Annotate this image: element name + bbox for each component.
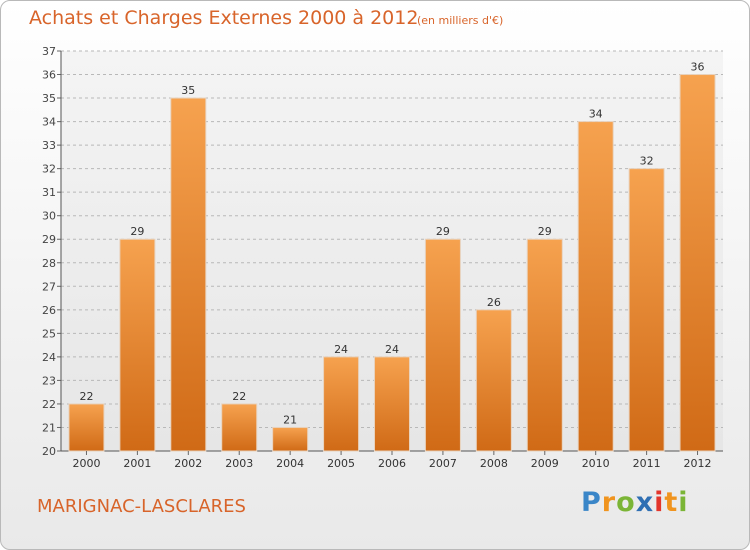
x-tick-label: 2007 <box>429 457 457 470</box>
bar <box>323 356 360 452</box>
brand-letter: i <box>678 487 689 518</box>
bar-value-label: 21 <box>283 413 297 426</box>
y-tick-label: 34 <box>42 116 56 129</box>
bar-value-label: 22 <box>79 390 93 403</box>
bar <box>170 97 207 452</box>
bar <box>628 168 665 452</box>
y-tick-label: 28 <box>42 257 56 270</box>
bar-value-label: 29 <box>538 225 552 238</box>
y-tick-label: 23 <box>42 374 56 387</box>
x-tick-label: 2002 <box>174 457 202 470</box>
x-tick-label: 2010 <box>582 457 610 470</box>
x-tick-label: 2012 <box>684 457 712 470</box>
y-tick-label: 25 <box>42 327 56 340</box>
y-tick-label: 27 <box>42 280 56 293</box>
x-tick-label: 2000 <box>72 457 100 470</box>
x-tick-label: 2006 <box>378 457 406 470</box>
bar-value-label: 36 <box>691 61 705 74</box>
y-tick-label: 26 <box>42 304 56 317</box>
place-name: MARIGNAC-LASCLARES <box>37 496 246 517</box>
y-tick-label: 20 <box>42 445 56 458</box>
bar <box>679 74 716 452</box>
y-tick-label: 22 <box>42 398 56 411</box>
bar-value-label: 24 <box>334 343 348 356</box>
brand-letter: t <box>664 487 679 518</box>
y-tick-label: 32 <box>42 163 56 176</box>
bar <box>424 238 461 452</box>
x-tick-label: 2009 <box>531 457 559 470</box>
bar-value-label: 26 <box>487 296 501 309</box>
chart-title: Achats et Charges Externes 2000 à 2012 <box>29 7 419 29</box>
y-tick-label: 24 <box>42 351 56 364</box>
brand-letter: o <box>616 487 636 518</box>
x-tick-label: 2001 <box>123 457 151 470</box>
brand-letter: x <box>635 487 655 518</box>
bar-value-label: 32 <box>640 155 654 168</box>
y-tick-label: 31 <box>42 186 56 199</box>
y-tick-label: 36 <box>42 69 56 82</box>
bar-value-label: 35 <box>181 84 195 97</box>
brand-letter: P <box>581 487 602 518</box>
y-tick-label: 30 <box>42 210 56 223</box>
bar-value-label: 29 <box>436 225 450 238</box>
x-tick-label: 2011 <box>633 457 661 470</box>
bar <box>272 426 309 452</box>
brand-letter: r <box>601 487 617 518</box>
bar-value-label: 24 <box>385 343 399 356</box>
x-tick-label: 2003 <box>225 457 253 470</box>
bar <box>68 403 105 452</box>
bar <box>577 121 614 452</box>
y-tick-label: 21 <box>42 421 56 434</box>
x-tick-label: 2004 <box>276 457 304 470</box>
bar <box>221 403 258 452</box>
y-tick-label: 33 <box>42 139 56 152</box>
proxiti-logo: Proxiti <box>581 487 689 518</box>
y-tick-label: 37 <box>42 45 56 58</box>
y-tick-label: 29 <box>42 233 56 246</box>
x-tick-label: 2008 <box>480 457 508 470</box>
bar <box>526 238 563 452</box>
bar-value-label: 34 <box>589 108 603 121</box>
chart-subtitle: (en milliers d'€) <box>417 14 504 27</box>
bar-value-label: 22 <box>232 390 246 403</box>
x-tick-label: 2005 <box>327 457 355 470</box>
bar <box>475 309 512 452</box>
bar-value-label: 29 <box>130 225 144 238</box>
brand-letter: i <box>654 487 665 518</box>
y-tick-label: 35 <box>42 92 56 105</box>
bar <box>119 238 156 452</box>
bar <box>374 356 410 452</box>
